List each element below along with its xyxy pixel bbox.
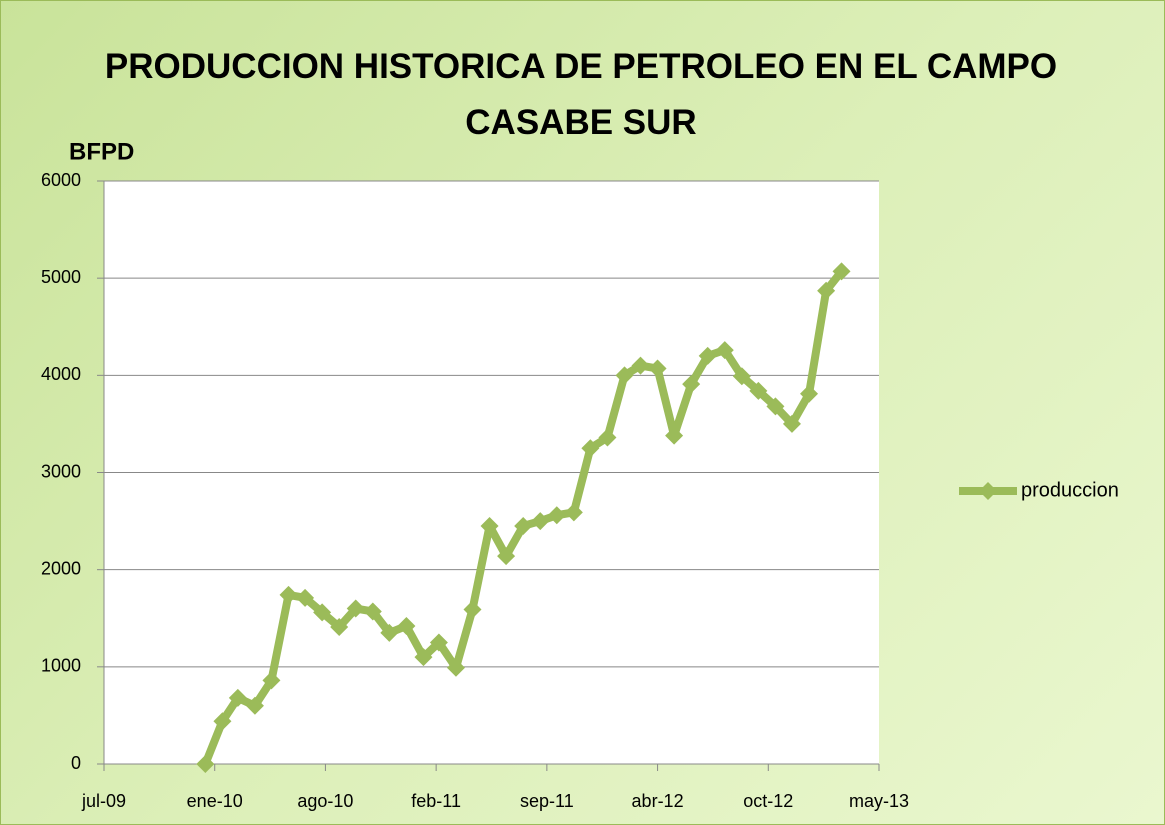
y-tick-label: 2000 (41, 558, 81, 578)
data-point (480, 516, 499, 535)
data-point (414, 648, 433, 667)
data-point (279, 585, 298, 604)
data-point (531, 512, 550, 531)
data-point (463, 600, 482, 619)
data-point (514, 516, 533, 535)
data-point (446, 658, 465, 677)
y-tick-label: 3000 (41, 461, 81, 481)
data-point (698, 346, 717, 365)
data-point (497, 547, 516, 566)
data-point (330, 617, 349, 636)
data-point (682, 375, 701, 394)
data-point (213, 712, 232, 731)
y-tick-label: 0 (71, 753, 81, 773)
data-point (648, 359, 667, 378)
data-point (564, 503, 583, 522)
data-point (800, 384, 819, 403)
data-point (581, 439, 600, 458)
data-point (547, 506, 566, 525)
x-tick-label: jul-09 (81, 791, 126, 811)
data-point (228, 688, 247, 707)
data-point (749, 381, 768, 400)
data-point (615, 366, 634, 385)
y-tick-label: 1000 (41, 656, 81, 676)
x-tick-label: ene-10 (187, 791, 243, 811)
data-point (598, 428, 617, 447)
legend-marker (979, 482, 997, 500)
data-point (817, 281, 836, 300)
x-tick-label: feb-11 (411, 791, 461, 811)
y-tick-label: 4000 (41, 364, 81, 384)
y-tick-label: 5000 (41, 267, 81, 287)
y-tick-label: 6000 (41, 170, 81, 190)
x-tick-label: may-13 (849, 791, 909, 811)
data-point (631, 356, 650, 375)
data-point (766, 397, 785, 416)
x-tick-label: abr-12 (632, 791, 684, 811)
data-point (732, 367, 751, 386)
data-point (782, 414, 801, 433)
data-point (429, 633, 448, 652)
x-tick-label: sep-11 (520, 791, 574, 811)
legend-label: produccion (1021, 479, 1119, 501)
chart-title: PRODUCCION HISTORICA DE PETROLEO EN EL C… (104, 47, 1058, 142)
data-point (262, 671, 281, 690)
data-point (380, 623, 399, 642)
data-point (397, 617, 416, 636)
data-point (665, 426, 684, 445)
x-tick-label: oct-12 (743, 791, 793, 811)
data-point (313, 603, 332, 622)
data-point (296, 588, 315, 607)
data-point (346, 599, 365, 618)
data-point (832, 262, 851, 281)
data-point (715, 341, 734, 360)
data-point (245, 696, 264, 715)
data-point (196, 755, 215, 773)
x-tick-label: ago-10 (297, 791, 353, 811)
data-point (363, 602, 382, 621)
y-axis-label: BFPD (69, 138, 134, 165)
